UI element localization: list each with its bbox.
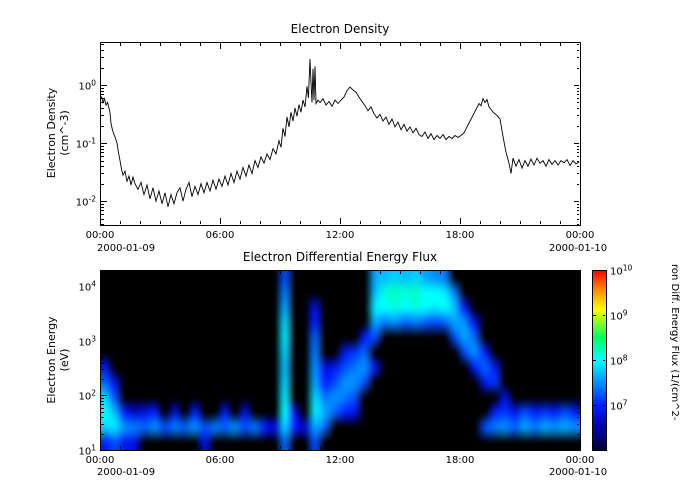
- svg-text:104: 104: [78, 280, 96, 294]
- svg-text:109: 109: [610, 309, 628, 323]
- spectrogram-y-axis-label-text: Electron Energy: [45, 316, 58, 404]
- colorbar-axis-label: ron Diff. Energy Flux (1/(cm^2-: [669, 264, 680, 421]
- density-y-axis-label-text: Electron Density: [45, 87, 58, 179]
- density-chart-title: Electron Density: [290, 22, 390, 36]
- svg-text:10-1: 10-1: [76, 137, 96, 151]
- spectrogram-y-axis-label: Electron Energy (eV): [45, 275, 71, 445]
- svg-text:101: 101: [78, 444, 96, 458]
- svg-text:1010: 1010: [610, 264, 633, 278]
- svg-text:12:00: 12:00: [326, 230, 355, 241]
- svg-text:18:00: 18:00: [446, 230, 475, 241]
- density-x-end-date: 2000-01-10: [548, 243, 608, 254]
- svg-text:00:00: 00:00: [86, 455, 115, 466]
- svg-text:00:00: 00:00: [566, 455, 595, 466]
- spectrogram-y-axis-label-units: (eV): [58, 348, 71, 372]
- svg-text:06:00: 06:00: [206, 230, 235, 241]
- svg-text:100: 100: [78, 79, 96, 93]
- svg-text:10-2: 10-2: [76, 195, 96, 209]
- svg-text:18:00: 18:00: [446, 455, 475, 466]
- svg-text:107: 107: [610, 399, 628, 413]
- density-x-start-date: 2000-01-09: [97, 243, 156, 254]
- svg-text:12:00: 12:00: [326, 455, 355, 466]
- spectrogram-x-end-date: 2000-01-10: [548, 467, 608, 478]
- svg-text:06:00: 06:00: [206, 455, 235, 466]
- svg-text:00:00: 00:00: [566, 230, 595, 241]
- spectrogram-x-start-date: 2000-01-09: [97, 467, 156, 478]
- svg-text:103: 103: [78, 335, 96, 349]
- svg-text:108: 108: [610, 354, 628, 368]
- spectrogram-canvas: [100, 270, 580, 450]
- svg-text:00:00: 00:00: [86, 230, 115, 241]
- density-y-axis-label-units: (cm^-3): [58, 110, 71, 156]
- svg-text:102: 102: [78, 389, 96, 403]
- density-y-axis-label: Electron Density (cm^-3): [45, 48, 71, 218]
- spectrogram-chart-title: Electron Differential Energy Flux: [242, 250, 438, 264]
